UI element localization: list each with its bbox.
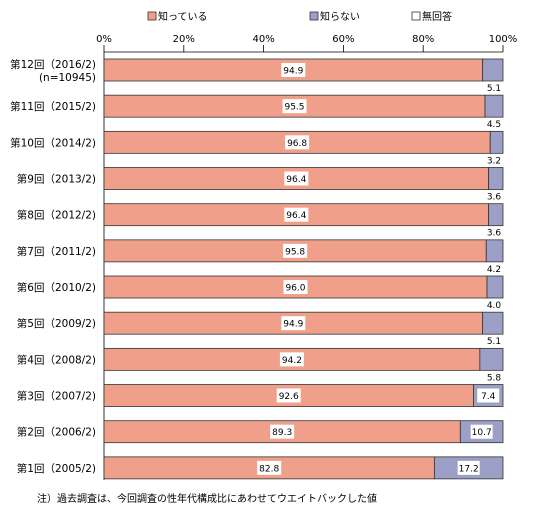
data-label-unknown: 3.2 (487, 156, 501, 166)
data-label-bg (281, 316, 306, 331)
category-label: (n=10945) (39, 72, 96, 84)
legend-label-known: 知っている (158, 10, 208, 23)
data-label-bg (457, 460, 480, 475)
x-tick-label: 80% (412, 34, 434, 45)
x-axis: 0% 20% 40% 60% 80% 100% (96, 34, 517, 480)
x-tick-label: 100% (489, 34, 518, 45)
data-label-unknown: 5.1 (487, 337, 501, 347)
data-label-bg (470, 424, 493, 439)
data-label-unknown: 5.1 (487, 84, 501, 94)
data-label-known: 95.8 (285, 247, 305, 257)
x-tick-label: 0% (96, 34, 112, 45)
data-label-unknown: 4.0 (487, 301, 502, 311)
bar-unknown (485, 239, 504, 263)
data-label-bg (283, 243, 308, 258)
bar-unknown (484, 94, 504, 118)
category-label: 第6回（2010/2) (17, 281, 96, 294)
data-label-known: 92.6 (279, 392, 299, 402)
data-label-unknown: 10.7 (472, 428, 492, 438)
category-label: 第5回（2009/2) (17, 317, 96, 330)
legend: 知っている 知らない 無回答 (147, 10, 452, 23)
legend-swatch-known (147, 11, 157, 21)
data-label-bg (279, 352, 304, 367)
x-tick-label: 60% (332, 34, 354, 45)
data-label-unknown: 3.6 (487, 193, 502, 203)
bar-unknown (482, 58, 504, 82)
data-label-bg (282, 99, 307, 114)
data-label-known: 94.9 (283, 67, 303, 77)
legend-swatch-unknown (309, 11, 319, 21)
category-label: 第8回（2012/2) (17, 209, 96, 222)
category-label: 第1回（2005/2) (17, 462, 96, 475)
bar-unknown (489, 130, 504, 154)
data-label-bg (257, 460, 282, 475)
data-label-bg (276, 388, 301, 403)
data-label-known: 89.3 (272, 428, 292, 438)
category-label: 第2回（2006/2) (17, 426, 96, 439)
category-label: 第7回（2011/2) (17, 245, 96, 258)
data-label-known: 94.9 (283, 320, 303, 330)
data-label-bg (270, 424, 295, 439)
data-label-unknown: 7.4 (481, 392, 496, 402)
data-label-known: 82.8 (259, 464, 279, 474)
x-tick-label: 20% (173, 34, 195, 45)
footnote: 注）過去調査は、今回調査の性年代構成比にあわせてウエイトバックした値 (37, 492, 377, 505)
data-label-known: 94.2 (282, 356, 302, 366)
data-label-known: 96.8 (287, 139, 307, 149)
bar-unknown (488, 167, 504, 190)
data-label-bg (281, 63, 306, 77)
category-label: 第10回（2014/2) (10, 136, 96, 149)
data-label-unknown: 17.2 (459, 464, 479, 474)
data-label-bg (284, 207, 309, 222)
category-label: 第12回（2016/2) (10, 58, 96, 71)
bar-unknown (486, 275, 504, 299)
category-label: 第3回（2007/2) (17, 390, 96, 403)
legend-label-unknown: 知らない (320, 10, 360, 23)
bar-unknown (482, 311, 504, 335)
data-label-bg (283, 280, 308, 295)
category-label: 第9回（2013/2) (17, 173, 96, 186)
data-label-known: 96.4 (286, 175, 306, 185)
data-label-unknown: 4.2 (487, 265, 501, 275)
category-label: 第4回（2008/2) (17, 353, 96, 366)
data-label-bg (284, 171, 309, 186)
data-label-known: 96.0 (285, 284, 305, 294)
y-axis: 第12回（2016/2)(n=10945) 第11回（2015/2) 第10回（20… (10, 58, 96, 475)
category-label: 第11回（2015/2) (10, 100, 96, 113)
bar-unknown (479, 347, 504, 371)
data-label-unknown: 3.6 (487, 229, 502, 239)
data-label-known: 95.5 (284, 103, 304, 113)
legend-label-no-answer: 無回答 (422, 10, 452, 23)
x-tick-label: 40% (252, 34, 274, 45)
data-label-bg (477, 388, 500, 403)
data-label-known: 96.4 (286, 211, 306, 221)
legend-swatch-no-answer (411, 11, 421, 21)
data-label-bg (285, 135, 310, 150)
plot-area: 94.9 5.1 95.5 4.5 96.8 3.2 96.4 3.6 96.4 3.6 95.8 4… (103, 58, 504, 480)
data-label-unknown: 4.5 (487, 120, 501, 130)
bar-unknown (488, 203, 504, 227)
data-label-unknown: 5.8 (487, 373, 502, 383)
